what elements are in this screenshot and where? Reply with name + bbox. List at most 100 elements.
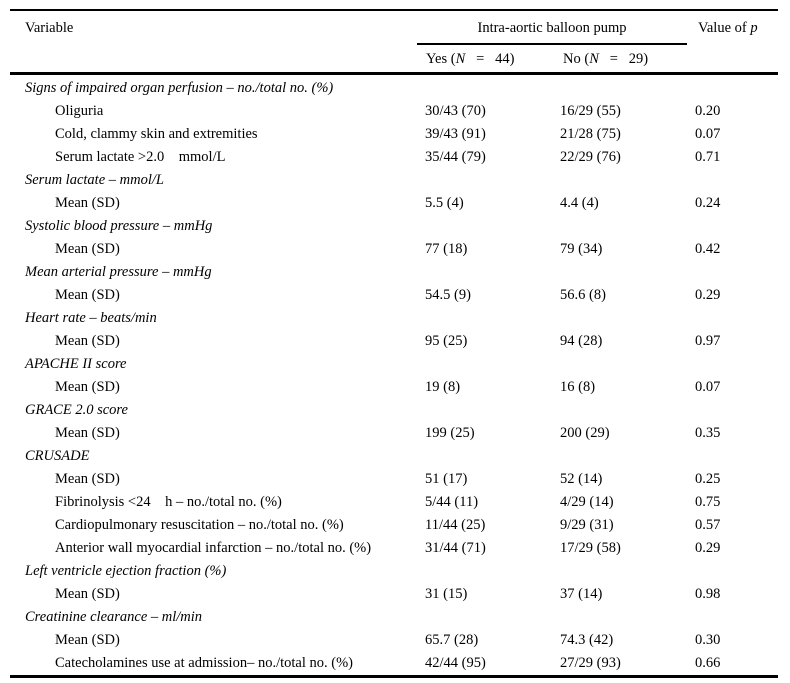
p-cell: 0.07 [695, 126, 721, 142]
table-row: Catecholamines use at admission– no./tot… [10, 652, 778, 675]
variable-cell: CRUSADE [25, 448, 90, 464]
no-cell [560, 606, 695, 629]
table-row: Mean (SD) 77 (18) 79 (34) 0.42 [10, 238, 778, 261]
table-bottom-rule [10, 675, 778, 678]
table-row: Cardiopulmonary resuscitation – no./tota… [10, 514, 778, 537]
yes-header-count: = 44) [465, 51, 515, 67]
yes-cell [425, 399, 560, 422]
group-spanner-rule [417, 43, 687, 45]
no-header-n-symbol: N [589, 51, 599, 67]
variable-cell: Cold, clammy skin and extremities [55, 126, 258, 142]
yes-cell [425, 353, 560, 376]
table-row: Mean (SD) 51 (17) 52 (14) 0.25 [10, 468, 778, 491]
p-header-symbol: p [750, 20, 758, 36]
no-cell [560, 399, 695, 422]
yes-cell: 77 (18) [425, 241, 468, 257]
p-value-column-header: Value of p [698, 20, 758, 37]
yes-column-header: Yes (N = 44) [426, 51, 515, 68]
no-cell [560, 307, 695, 330]
no-cell: 94 (28) [560, 333, 603, 349]
table-row: Signs of impaired organ perfusion – no./… [10, 77, 778, 100]
yes-cell [425, 261, 560, 284]
variable-cell: Serum lactate >2.0 mmol/L [55, 149, 226, 165]
yes-cell [425, 445, 560, 468]
no-cell: 21/28 (75) [560, 126, 621, 142]
p-cell: 0.30 [695, 632, 721, 648]
yes-cell: 5/44 (11) [425, 494, 479, 510]
table-row: Mean (SD) 31 (15) 37 (14) 0.98 [10, 583, 778, 606]
p-cell: 0.29 [695, 540, 721, 556]
table-row: Serum lactate >2.0 mmol/L 35/44 (79) 22/… [10, 146, 778, 169]
yes-cell: 51 (17) [425, 471, 468, 487]
no-cell: 27/29 (93) [560, 655, 621, 671]
no-cell: 79 (34) [560, 241, 603, 257]
yes-cell [425, 77, 560, 100]
no-header-prefix: No ( [563, 51, 590, 67]
variable-cell: Heart rate – beats/min [25, 310, 157, 326]
table-header: Variable Intra-aortic balloon pump Value… [10, 11, 778, 72]
table-row: CRUSADE [10, 445, 778, 468]
p-cell [695, 606, 778, 629]
no-cell: 200 (29) [560, 425, 610, 441]
no-cell [560, 560, 695, 583]
p-cell [695, 445, 778, 468]
yes-cell [425, 606, 560, 629]
yes-cell: 65.7 (28) [425, 632, 479, 648]
variable-cell: APACHE II score [25, 356, 127, 372]
p-cell: 0.42 [695, 241, 721, 257]
no-cell [560, 261, 695, 284]
p-cell: 0.71 [695, 149, 721, 165]
yes-cell [425, 560, 560, 583]
no-cell [560, 215, 695, 238]
variable-cell: Mean (SD) [55, 586, 120, 602]
p-cell: 0.98 [695, 586, 721, 602]
table-row: Mean (SD) 5.5 (4) 4.4 (4) 0.24 [10, 192, 778, 215]
variable-cell: Systolic blood pressure – mmHg [25, 218, 213, 234]
variable-cell: Oliguria [55, 103, 104, 119]
p-cell: 0.25 [695, 471, 721, 487]
p-cell [695, 261, 778, 284]
table-row: Mean (SD) 199 (25) 200 (29) 0.35 [10, 422, 778, 445]
header-bottom-rule [10, 72, 778, 75]
table-row: Mean (SD) 19 (8) 16 (8) 0.07 [10, 376, 778, 399]
table-row: Anterior wall myocardial infarction – no… [10, 537, 778, 560]
no-cell: 37 (14) [560, 586, 603, 602]
variable-cell: Left ventricle ejection fraction (%) [25, 563, 227, 579]
p-cell: 0.07 [695, 379, 721, 395]
no-cell: 16 (8) [560, 379, 596, 395]
table-row: Oliguria 30/43 (70) 16/29 (55) 0.20 [10, 100, 778, 123]
variable-cell: GRACE 2.0 score [25, 402, 128, 418]
yes-cell: 39/43 (91) [425, 126, 486, 142]
no-cell [560, 353, 695, 376]
table-row: Cold, clammy skin and extremities 39/43 … [10, 123, 778, 146]
no-cell: 17/29 (58) [560, 540, 621, 556]
table-top-rule [10, 9, 778, 11]
p-cell: 0.66 [695, 655, 721, 671]
no-cell [560, 169, 695, 192]
p-cell [695, 353, 778, 376]
variable-cell: Signs of impaired organ perfusion – no./… [25, 80, 334, 96]
no-cell: 52 (14) [560, 471, 603, 487]
table-row: Mean (SD) 95 (25) 94 (28) 0.97 [10, 330, 778, 353]
p-cell: 0.20 [695, 103, 721, 119]
yes-cell [425, 169, 560, 192]
variable-cell: Mean arterial pressure – mmHg [25, 264, 212, 280]
yes-cell: 5.5 (4) [425, 195, 464, 211]
variable-cell: Mean (SD) [55, 195, 120, 211]
no-cell [560, 77, 695, 100]
table-row: APACHE II score [10, 353, 778, 376]
yes-header-prefix: Yes ( [426, 51, 456, 67]
variable-cell: Serum lactate – mmol/L [25, 172, 164, 188]
no-cell: 56.6 (8) [560, 287, 606, 303]
no-cell: 16/29 (55) [560, 103, 621, 119]
variable-cell: Mean (SD) [55, 632, 120, 648]
no-column-header: No (N = 29) [563, 51, 648, 68]
p-cell [695, 77, 778, 100]
yes-cell [425, 307, 560, 330]
variable-column-header: Variable [25, 20, 74, 36]
variable-cell: Mean (SD) [55, 379, 120, 395]
yes-cell [425, 215, 560, 238]
table-row: Creatinine clearance – ml/min [10, 606, 778, 629]
variable-cell: Anterior wall myocardial infarction – no… [55, 540, 372, 556]
